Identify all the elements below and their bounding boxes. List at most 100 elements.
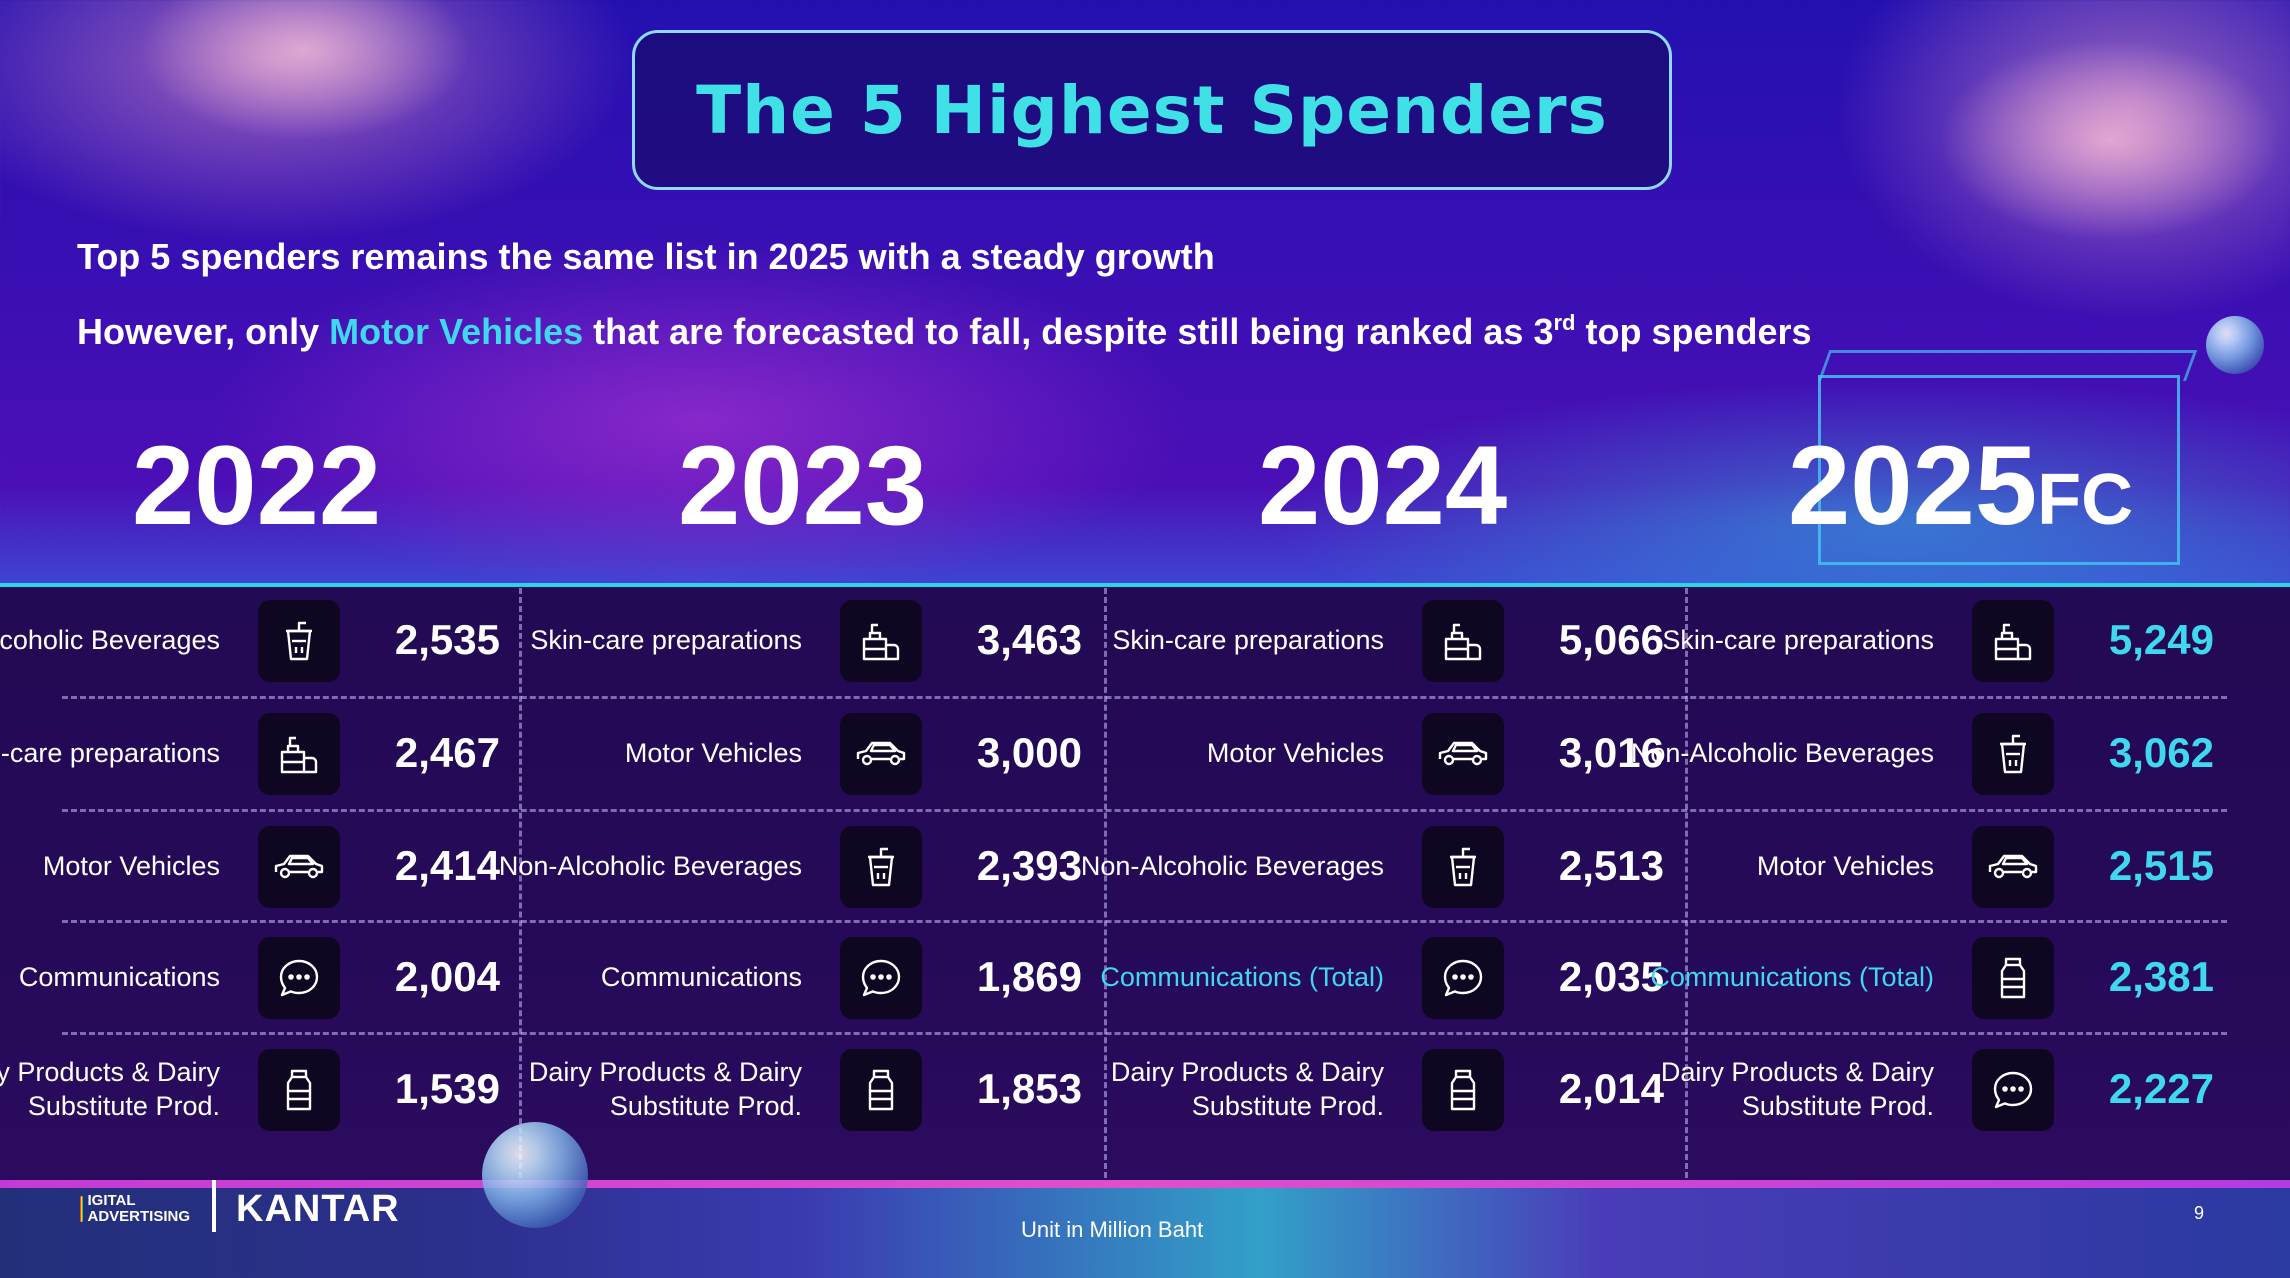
spend-value: 2,513 [1558, 842, 1664, 889]
category-label: Skin-care preparations [1662, 625, 1934, 655]
spender-cell: Non-Alcoholic Beverages 2,535 [0, 584, 500, 696]
category-label: Dairy Products & Dairy Substitute Prod. [1660, 1057, 1934, 1121]
spender-cell: Communications (Total) 2,381 [1604, 921, 2214, 1033]
decorative-sphere [2206, 316, 2264, 374]
spender-cell: Communications 1,869 [472, 921, 1082, 1033]
year-text: 2025 [1788, 423, 2038, 548]
spend-value: 1,539 [394, 1065, 500, 1112]
spender-cell: Communications (Total) 2,035 [1054, 921, 1664, 1033]
drink-cup-icon [1422, 826, 1504, 908]
drink-cup-icon [1972, 713, 2054, 795]
spend-value: 3,016 [1558, 729, 1664, 776]
spend-value: 2,467 [394, 729, 500, 776]
category-label: Communications (Total) [1650, 962, 1934, 992]
spender-cell: Non-Alcoholic Beverages 3,062 [1604, 697, 2214, 809]
spender-cell: Skin-care preparations 5,249 [1604, 584, 2214, 696]
category-label: Communications [600, 962, 802, 992]
spend-value: 2,515 [2108, 842, 2214, 889]
digital-advertising-logo: IGITAL ADVERTISING [80, 1184, 190, 1234]
spend-value: 2,414 [394, 842, 500, 889]
category-label: Dairy Products & Dairy Substitute Prod. [0, 1057, 220, 1121]
spender-cell: Non-Alcoholic Beverages 2,513 [1054, 810, 1664, 922]
car-icon [1422, 713, 1504, 795]
spender-cell: Skin-care preparations 3,463 [472, 584, 1082, 696]
drink-cup-icon [258, 600, 340, 682]
spend-value: 1,853 [976, 1065, 1082, 1112]
subtitle-line-1: Top 5 spenders remains the same list in … [77, 236, 1215, 277]
category-label: Motor Vehicles [42, 851, 220, 881]
subtitle-superscript: rd [1553, 310, 1576, 335]
row-divider [62, 809, 2227, 812]
logo-separator [212, 1180, 216, 1232]
logo-mark-icon [80, 1196, 84, 1222]
subtitle-text: that are forecasted to fall, despite sti… [583, 311, 1554, 352]
unit-note: Unit in Million Baht [1021, 1217, 1204, 1242]
skincare-bottle-icon [1422, 600, 1504, 682]
decorative-blob [140, 0, 470, 140]
category-label: Motor Vehicles [1756, 851, 1934, 881]
column-divider [519, 588, 522, 1178]
footer-bar [0, 1180, 2290, 1278]
category-label: Dairy Products & Dairy Substitute Prod. [1110, 1057, 1384, 1121]
spend-value: 2,004 [394, 953, 500, 1000]
skincare-bottle-icon [258, 713, 340, 795]
chat-bubble-icon [1422, 937, 1504, 1019]
page-number: 9 [2194, 1203, 2205, 1223]
table-background [0, 583, 2290, 1185]
spend-value: 2,393 [976, 842, 1082, 889]
category-label: Skin-care preparations [1112, 625, 1384, 655]
logo-text: IGITAL ADVERTISING [87, 1192, 190, 1225]
subtitle-text: However, only [77, 311, 330, 352]
spender-cell: Non-Alcoholic Beverages 2,393 [472, 810, 1082, 922]
subtitle-line-2: However, only Motor Vehicles that are fo… [77, 310, 1812, 353]
forecast-suffix: FC [2037, 460, 2134, 540]
category-label: Non-Alcoholic Beverages [0, 625, 220, 655]
year-text: 2024 [1258, 423, 1508, 548]
category-label: Communications (Total) [1100, 962, 1384, 992]
spender-cell: Motor Vehicles 2,515 [1604, 810, 2214, 922]
category-label: Skin-care preparations [0, 738, 220, 768]
spender-cell: Dairy Products & Dairy Substitute Prod. 2… [1054, 1033, 1664, 1145]
category-label: Dairy Products & Dairy Substitute Prod. [528, 1057, 802, 1121]
spend-value: 5,249 [2108, 616, 2214, 663]
category-label: Motor Vehicles [624, 738, 802, 768]
kantar-logo: KANTAR [236, 1188, 400, 1230]
spender-cell: Dairy Products & Dairy Substitute Prod. 1… [0, 1033, 500, 1145]
column-divider [1685, 588, 1688, 1178]
skincare-bottle-icon [840, 600, 922, 682]
spend-value: 5,066 [1558, 616, 1664, 663]
milk-bottle-icon [1972, 937, 2054, 1019]
spender-cell: Motor Vehicles 2,414 [0, 810, 500, 922]
spend-value: 2,535 [394, 616, 500, 663]
chat-bubble-icon [1972, 1049, 2054, 1131]
row-divider [62, 696, 2227, 699]
spend-value: 3,000 [976, 729, 1082, 776]
car-icon [258, 826, 340, 908]
spend-value: 3,062 [2108, 729, 2214, 776]
spender-cell: Dairy Products & Dairy Substitute Prod. 2… [1604, 1033, 2214, 1145]
row-divider [62, 920, 2227, 923]
chat-bubble-icon [258, 937, 340, 1019]
year-heading-2024: 2024 [1258, 430, 1507, 542]
spender-cell: Skin-care preparations 2,467 [0, 697, 500, 809]
spend-value: 3,463 [976, 616, 1082, 663]
spender-cell: Motor Vehicles 3,000 [472, 697, 1082, 809]
cube-outline-decoration [1818, 375, 2180, 565]
category-label: Motor Vehicles [1206, 738, 1384, 768]
decorative-sphere [482, 1122, 588, 1228]
milk-bottle-icon [258, 1049, 340, 1131]
row-divider [62, 1032, 2227, 1035]
spender-cell: Skin-care preparations 5,066 [1054, 584, 1664, 696]
chat-bubble-icon [840, 937, 922, 1019]
car-icon [840, 713, 922, 795]
category-label: Non-Alcoholic Beverages [498, 851, 802, 881]
spend-value: 2,035 [1558, 953, 1664, 1000]
category-label: Communications [18, 962, 220, 992]
year-text: 2022 [132, 423, 382, 548]
spender-cell: Motor Vehicles 3,016 [1054, 697, 1664, 809]
page-title: The 5 Highest Spenders [696, 71, 1608, 149]
year-heading-2022: 2022 [132, 430, 381, 542]
year-heading-2023: 2023 [678, 430, 927, 542]
category-label: Non-Alcoholic Beverages [1630, 738, 1934, 768]
year-heading-2025: 2025FC [1788, 430, 2133, 542]
